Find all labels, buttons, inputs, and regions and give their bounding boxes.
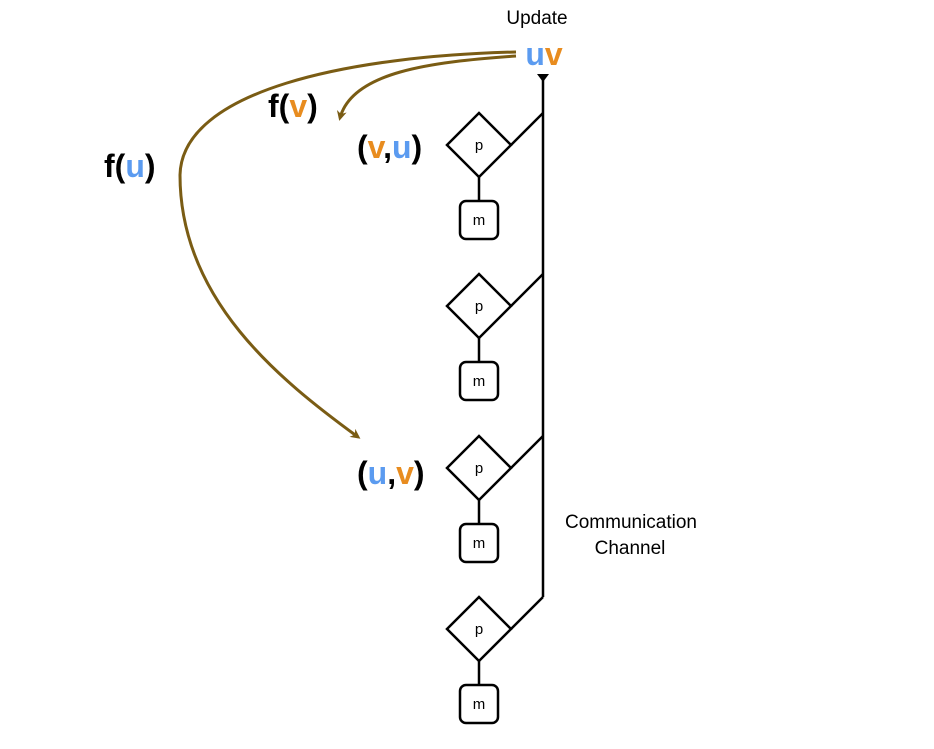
channel-end-marker xyxy=(537,74,549,82)
arrow-fv xyxy=(336,54,517,121)
pair-vu-open: ( xyxy=(357,129,368,165)
node-2-connector xyxy=(510,273,544,307)
fu-open: f( xyxy=(104,148,126,184)
node-4-connector xyxy=(510,596,544,630)
node-4: p m xyxy=(445,595,544,725)
pair-uv-comma: , xyxy=(387,455,396,491)
memory-3-label: m xyxy=(473,535,486,552)
pair-uv-first: u xyxy=(368,455,388,491)
pair-vu-close: ) xyxy=(412,129,423,165)
pair-uv-open: ( xyxy=(357,455,368,491)
node-1: p m xyxy=(445,111,544,241)
update-label: Update xyxy=(506,8,567,29)
channel-label-line1: Communication xyxy=(565,512,697,533)
pair-vu-label: (v,u) xyxy=(357,129,422,165)
fv-close: ) xyxy=(307,88,318,124)
processor-2 xyxy=(445,272,513,340)
fv-var: v xyxy=(289,88,307,124)
processor-4 xyxy=(445,595,513,663)
memory-4-label: m xyxy=(473,696,486,713)
arrow-fu xyxy=(178,50,517,439)
update-uv: uv xyxy=(525,36,563,72)
node-1-connector xyxy=(510,112,544,146)
memory-2-label: m xyxy=(473,373,486,390)
node-3: p m xyxy=(445,434,544,564)
pair-vu-comma: , xyxy=(383,129,392,165)
pair-uv-label: (u,v) xyxy=(357,455,425,491)
pair-uv-second: v xyxy=(396,455,414,491)
memory-1 xyxy=(458,199,500,241)
processor-1 xyxy=(445,111,513,179)
fu-label: f(u) xyxy=(104,148,156,184)
pair-vu-first: v xyxy=(368,129,386,165)
node-2: p m xyxy=(445,272,544,402)
node-3-connector xyxy=(510,435,544,469)
fu-var: u xyxy=(125,148,145,184)
pair-uv-close: ) xyxy=(414,455,425,491)
fu-close: ) xyxy=(145,148,156,184)
processor-1-label: p xyxy=(475,137,483,154)
memory-2 xyxy=(458,360,500,402)
memory-4 xyxy=(458,683,500,725)
processor-4-label: p xyxy=(475,621,483,638)
update-v: v xyxy=(545,36,563,72)
fv-open: f( xyxy=(268,88,290,124)
channel-label-line2: Channel xyxy=(595,538,666,559)
processor-3-label: p xyxy=(475,460,483,477)
update-u: u xyxy=(525,36,545,72)
fv-label: f(v) xyxy=(268,88,318,124)
processor-2-label: p xyxy=(475,298,483,315)
memory-3 xyxy=(458,522,500,564)
memory-1-label: m xyxy=(473,212,486,229)
pair-vu-second: u xyxy=(392,129,412,165)
processor-3 xyxy=(445,434,513,502)
